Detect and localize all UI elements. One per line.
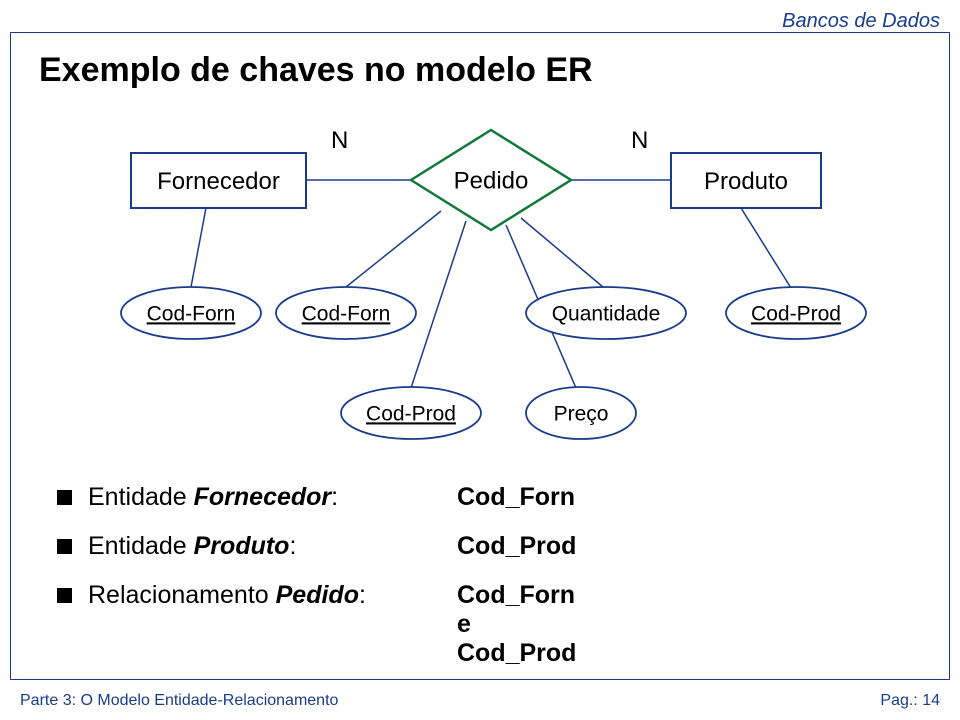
page-title: Exemplo de chaves no modelo ER bbox=[39, 51, 593, 90]
connector-line bbox=[521, 218, 603, 287]
footer-right: Pag.: 14 bbox=[880, 692, 940, 710]
bullet-text: Entidade Produto: bbox=[88, 532, 296, 561]
bullet-italic: Pedido bbox=[276, 581, 359, 609]
bullet-value: Cod_Prod bbox=[457, 532, 576, 561]
entity-label-fornecedor: Fornecedor bbox=[157, 168, 280, 195]
bullet-suffix: : bbox=[331, 483, 338, 511]
cardinality-1: N bbox=[631, 127, 648, 154]
bullet-prefix: Relacionamento bbox=[88, 581, 276, 609]
bullet-text: Relacionamento Pedido: bbox=[88, 581, 366, 610]
bullet-value: Cod_Forn bbox=[457, 483, 575, 512]
bullet-prefix: Entidade bbox=[88, 532, 194, 560]
connector-line bbox=[346, 211, 441, 287]
bullet-italic: Produto bbox=[194, 532, 290, 560]
bullet-marker bbox=[57, 588, 72, 603]
cardinality-0: N bbox=[331, 127, 348, 154]
bullet-row: Relacionamento Pedido:Cod_Forn e Cod_Pro… bbox=[57, 581, 366, 610]
entity-label-produto: Produto bbox=[704, 168, 788, 195]
connector-line bbox=[741, 208, 791, 288]
attribute-label-codprod1: Cod-Prod bbox=[751, 302, 841, 325]
er-diagram: Fornecedor Produto Pedido N N Cod-Forn Cod-For… bbox=[11, 113, 949, 463]
content-frame: Exemplo de chaves no modelo ER Fornecedo… bbox=[10, 32, 950, 680]
bullet-marker bbox=[57, 539, 72, 554]
bullet-row: Entidade Fornecedor:Cod_Forn bbox=[57, 483, 366, 512]
bullet-suffix: : bbox=[359, 581, 366, 609]
bullet-prefix: Entidade bbox=[88, 483, 194, 511]
bullet-suffix: : bbox=[289, 532, 296, 560]
page: Bancos de Dados Exemplo de chaves no mod… bbox=[0, 0, 960, 720]
bullets-list: Entidade Fornecedor:Cod_FornEntidade Pro… bbox=[57, 483, 366, 630]
relationship-label-pedido: Pedido bbox=[454, 167, 529, 194]
connector-line bbox=[411, 221, 466, 388]
bullet-marker bbox=[57, 490, 72, 505]
attribute-label-quantidade: Quantidade bbox=[552, 302, 661, 325]
attribute-label-codforn1: Cod-Forn bbox=[147, 302, 236, 325]
attribute-label-codforn2: Cod-Forn bbox=[302, 302, 391, 325]
attribute-label-codprod2: Cod-Prod bbox=[366, 402, 456, 425]
header-text: Bancos de Dados bbox=[782, 10, 940, 33]
connector-line bbox=[191, 208, 206, 287]
footer-left: Parte 3: O Modelo Entidade-Relacionament… bbox=[20, 692, 338, 710]
bullet-row: Entidade Produto:Cod_Prod bbox=[57, 532, 366, 561]
bullet-value: Cod_Forn e Cod_Prod bbox=[457, 581, 576, 668]
bullet-text: Entidade Fornecedor: bbox=[88, 483, 338, 512]
bullet-italic: Fornecedor bbox=[194, 483, 332, 511]
attribute-label-preco: Preço bbox=[554, 402, 609, 425]
